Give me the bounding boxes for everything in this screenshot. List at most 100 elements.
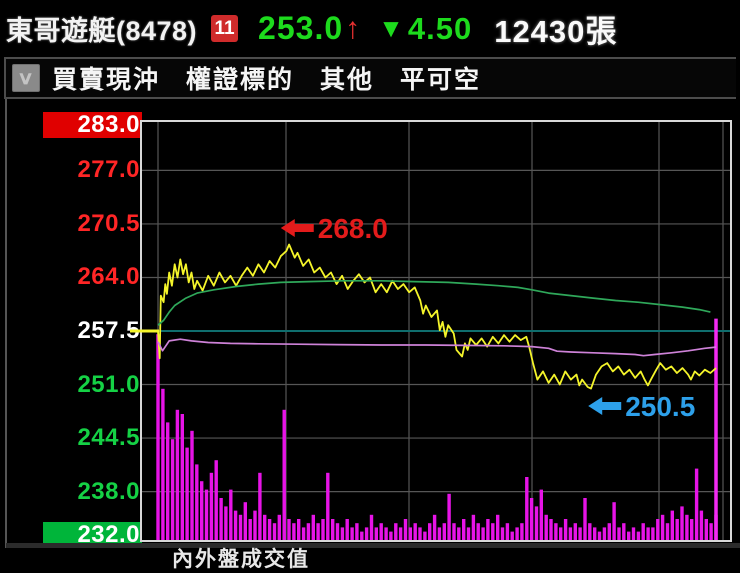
volume-bar (209, 472, 214, 540)
price-line (157, 243, 717, 390)
dropdown-button[interactable]: ∨ (12, 64, 40, 92)
volume-bar (622, 523, 626, 540)
volume-bar (200, 481, 204, 540)
volume-bar (694, 468, 699, 540)
volume-bar (612, 502, 616, 540)
volume-bar (311, 514, 315, 540)
volume-bar (607, 523, 611, 540)
volume-bar (233, 510, 238, 540)
volume-bar (403, 519, 408, 540)
volume-bar (175, 409, 180, 540)
volume-bar (573, 523, 577, 540)
volume-bar (597, 531, 602, 540)
high-annotation-value: 268.0 (318, 213, 388, 244)
volume-bar (563, 519, 568, 540)
volume-bar (486, 519, 490, 540)
volume-bar (680, 506, 684, 540)
volume-bar (166, 422, 170, 540)
open-price-tick (130, 329, 159, 333)
volume-bar (709, 523, 713, 540)
volume-bar (350, 527, 354, 540)
trend-line (157, 279, 711, 326)
volume-bar (656, 519, 660, 540)
volume-bar (394, 523, 398, 540)
volume-bar (466, 527, 471, 540)
volume-bar (428, 523, 432, 540)
volume-bar (520, 523, 524, 540)
volume-bar (292, 523, 296, 540)
volume-bar (340, 527, 345, 540)
volume-bar (321, 519, 325, 540)
tab-daytrade[interactable]: 買賣現沖 (52, 66, 161, 94)
total-volume: 12430張 (494, 14, 618, 49)
volume-bar (229, 489, 233, 540)
uptick-arrow-icon: ↑ (345, 11, 361, 45)
volume-bar (665, 523, 670, 540)
volume-bar (646, 527, 650, 540)
volume-bar (685, 514, 689, 540)
tab-other[interactable]: 其他 (320, 66, 375, 94)
volume-bar (525, 477, 529, 540)
volume-bar (539, 489, 543, 540)
change-value: 4.50 (407, 10, 473, 46)
down-triangle-icon: ▼ (378, 13, 405, 43)
channel-badge: 11 (211, 15, 239, 42)
volume-bar (156, 334, 160, 540)
volume-bar (500, 527, 505, 540)
volume-bar (384, 527, 388, 540)
volume-bar (704, 519, 708, 540)
price-label-270-5: 270.5 (77, 210, 140, 237)
volume-bar (331, 519, 335, 540)
volume-bar (670, 510, 674, 540)
volume-bar (360, 531, 364, 540)
volume-bar (287, 519, 291, 540)
stock-name: 東哥遊艇(8478) (6, 16, 198, 46)
volume-bar (544, 514, 548, 540)
volume-bar (559, 527, 563, 540)
volume-bar (306, 523, 311, 540)
tab-close-short[interactable]: 平可空 (400, 66, 482, 94)
volume-bar (345, 519, 349, 540)
volume-bar (170, 439, 175, 540)
volume-bar (369, 514, 374, 540)
volume-bar (326, 472, 330, 540)
intraday-chart[interactable]: 268.0 250.5 (0, 0, 740, 548)
volume-bar (364, 527, 369, 540)
chevron-down-icon: ∨ (17, 68, 35, 88)
volume-bar (408, 527, 412, 540)
volume-bar (195, 464, 199, 540)
volume-bar (675, 519, 679, 540)
tab-bar: ∨ 買賣現沖 權證標的 其他 平可空 (4, 57, 736, 99)
volume-bar (617, 527, 621, 540)
volume-bar (549, 519, 553, 540)
volume-bar (238, 514, 243, 540)
volume-bar (627, 531, 631, 540)
volume-bar (636, 531, 641, 540)
volume-bar (593, 527, 597, 540)
volume-bar (583, 498, 587, 540)
volume-bar (515, 527, 519, 540)
volume-bar (423, 531, 427, 540)
volume-bar (432, 514, 437, 540)
volume-bar (253, 510, 257, 540)
volume-bar (641, 523, 645, 540)
high-annotation-arrow-icon (280, 219, 314, 238)
volume-bar (243, 502, 247, 540)
volume-bar (204, 489, 209, 540)
volume-bar (568, 527, 573, 540)
volume-bar (272, 523, 277, 540)
volume-bar (214, 460, 218, 540)
volume-bar (529, 498, 534, 540)
volume-bar (413, 523, 417, 540)
average-price-line (157, 338, 717, 357)
volume-bar (316, 523, 320, 540)
price-change: ▼ 4.50 (378, 11, 472, 47)
tab-warrants[interactable]: 權證標的 (186, 66, 295, 94)
volume-bar (190, 430, 194, 540)
volume-bar (496, 514, 500, 540)
price-label-251: 251.0 (77, 371, 140, 398)
volume-bar (374, 527, 378, 540)
volume-bar (297, 519, 301, 540)
volume-bar (185, 447, 189, 540)
